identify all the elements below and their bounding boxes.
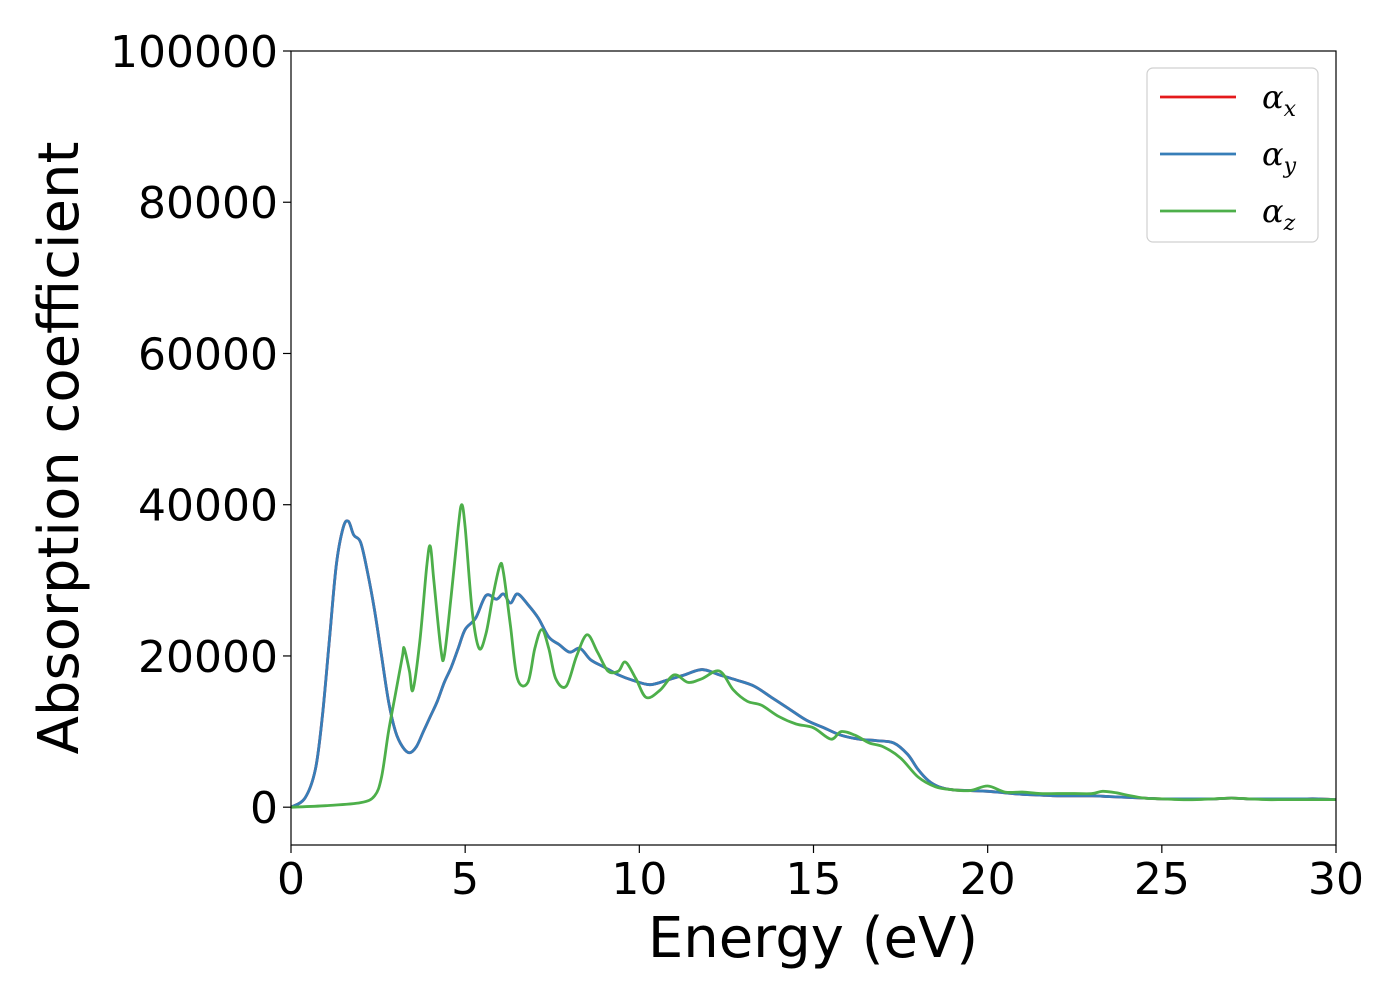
y-tick-label: 60000 bbox=[138, 329, 278, 380]
x-tick-label: 5 bbox=[451, 854, 479, 905]
y-axis-ticks: 0 20000 40000 60000 80000 100000 bbox=[110, 27, 291, 834]
x-tick-label: 30 bbox=[1308, 854, 1364, 905]
x-tick-label: 0 bbox=[277, 854, 305, 905]
x-axis-label: Energy (eV) bbox=[648, 906, 978, 971]
series-layer bbox=[291, 503, 1336, 809]
y-tick-label: 100000 bbox=[110, 27, 278, 78]
x-tick-label: 10 bbox=[611, 854, 667, 905]
y-tick-label: 20000 bbox=[138, 632, 278, 683]
x-axis-ticks: 0 5 10 15 20 25 30 bbox=[277, 845, 1364, 905]
x-tick-label: 20 bbox=[960, 854, 1016, 905]
y-tick-label: 40000 bbox=[138, 481, 278, 532]
series-line-alpha-z bbox=[291, 503, 1336, 809]
y-axis-label: Absorption coefficient bbox=[27, 142, 92, 755]
y-tick-label: 80000 bbox=[138, 178, 278, 229]
x-tick-label: 25 bbox=[1134, 854, 1190, 905]
y-tick-label: 0 bbox=[250, 783, 278, 834]
x-tick-label: 15 bbox=[786, 854, 842, 905]
